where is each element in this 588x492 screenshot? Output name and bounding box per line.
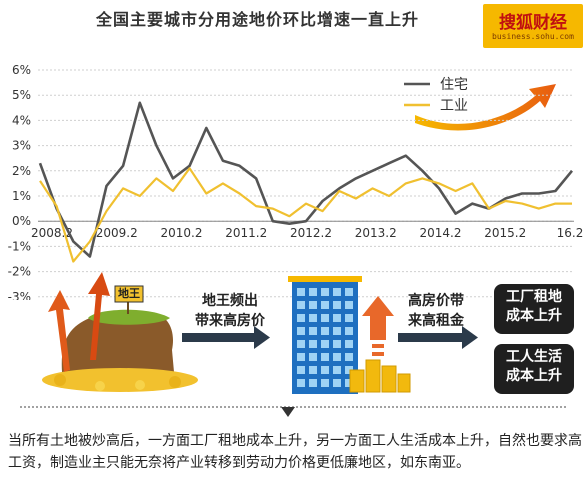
x-tick-label: 2015.2 — [484, 226, 526, 240]
building-window — [321, 327, 329, 335]
building-window — [345, 327, 353, 335]
section-divider — [20, 406, 568, 417]
building-window — [345, 340, 353, 348]
brand-logo[interactable]: 搜狐财经 business.sohu.com — [483, 4, 583, 48]
building-window — [321, 314, 329, 322]
building-window — [333, 353, 341, 361]
brand-name: 搜狐财经 — [499, 13, 567, 33]
building-window — [309, 288, 317, 296]
x-tick-label: 2014.2 — [420, 226, 462, 240]
building-window — [333, 288, 341, 296]
land-king-sign — [114, 285, 144, 314]
worker-living-cost-box: 工人生活 成本上升 — [494, 344, 574, 394]
box1-line1: 工厂租地 — [506, 289, 562, 305]
building-window — [345, 301, 353, 309]
building-window — [321, 379, 329, 387]
building-window — [321, 366, 329, 374]
box1-line2: 成本上升 — [506, 308, 562, 324]
x-tick-label: 2013.2 — [355, 226, 397, 240]
building-window — [333, 366, 341, 374]
building-window — [321, 353, 329, 361]
series-line-residential — [38, 101, 574, 258]
flow-arrow-1-icon — [182, 326, 270, 349]
land-icon — [42, 309, 198, 392]
x-tick-label: 2011.2 — [225, 226, 267, 240]
building-window — [297, 340, 305, 348]
building-window — [345, 314, 353, 322]
building-window — [333, 379, 341, 387]
chart-title: 全国主要城市分用途地价环比增速一直上升 — [96, 10, 420, 29]
y-tick-label: -2% — [8, 265, 31, 279]
legend-label: 住宅 — [440, 77, 468, 93]
x-tick-label: 2012.2 — [290, 226, 332, 240]
x-tick-label: 2008.2 — [31, 226, 73, 240]
building-window — [297, 379, 305, 387]
building-window — [309, 379, 317, 387]
building-window — [333, 301, 341, 309]
building-icon — [288, 276, 362, 394]
box2-line2: 成本上升 — [506, 368, 562, 384]
building-window — [321, 288, 329, 296]
building-window — [297, 327, 305, 335]
building-window — [309, 314, 317, 322]
footer-text: 当所有土地被炒高后，一方面工厂租地成本上升，另一方面工人生活成本上升，自然也要求… — [8, 433, 582, 471]
building-window — [333, 340, 341, 348]
building-window — [345, 288, 353, 296]
building-window — [309, 301, 317, 309]
y-tick-label: -3% — [8, 290, 31, 300]
y-tick-label: 3% — [12, 139, 31, 153]
building-window — [309, 353, 317, 361]
step2-line1: 高房价带 — [408, 293, 464, 309]
rent-up-arrow-icon — [362, 296, 394, 356]
land-king-sign-label: 地王 — [118, 287, 140, 300]
y-tick-label: 6% — [12, 63, 31, 77]
flow-illustration — [20, 272, 568, 417]
y-tick-label: 0% — [12, 214, 31, 228]
building-window — [345, 379, 353, 387]
building-window — [345, 353, 353, 361]
legend-label: 工业 — [440, 98, 468, 114]
building-window — [297, 366, 305, 374]
coin-stacks-icon — [349, 359, 411, 393]
building-window — [309, 366, 317, 374]
series-line-industrial — [39, 167, 572, 263]
trend-arrow-icon — [415, 84, 556, 131]
step1-line1: 地王频出 — [202, 293, 258, 309]
building-window — [321, 340, 329, 348]
building-window — [333, 327, 341, 335]
building-window — [345, 366, 353, 374]
y-tick-label: -1% — [8, 239, 31, 253]
building-window — [309, 327, 317, 335]
factory-rent-cost-box: 工厂租地 成本上升 — [494, 284, 574, 334]
brand-url: business.sohu.com — [492, 32, 574, 41]
y-tick-label: 4% — [12, 113, 31, 127]
building-window — [321, 301, 329, 309]
step1-line2: 带来高房价 — [195, 313, 265, 329]
x-tick-label: 16.2 — [557, 226, 584, 240]
step2-line2: 来高租金 — [408, 313, 464, 329]
y-tick-label: 5% — [12, 88, 31, 102]
y-tick-label: 2% — [12, 164, 31, 178]
building-window — [333, 314, 341, 322]
building-window — [297, 314, 305, 322]
x-tick-label: 2010.2 — [161, 226, 203, 240]
x-tick-label: 2009.2 — [96, 226, 138, 240]
building-window — [297, 301, 305, 309]
y-tick-label: 1% — [12, 189, 31, 203]
building-window — [297, 353, 305, 361]
building-window — [297, 288, 305, 296]
building-window — [309, 340, 317, 348]
box2-line1: 工人生活 — [506, 349, 562, 365]
line-chart: 6% 5% 4% 3% 2% 1% 0% -1% -2% -3% 2008.2 2009.2 2010.… — [8, 63, 584, 300]
flow-arrow-2-icon — [398, 326, 478, 349]
price-up-arrows-icon — [48, 272, 110, 372]
